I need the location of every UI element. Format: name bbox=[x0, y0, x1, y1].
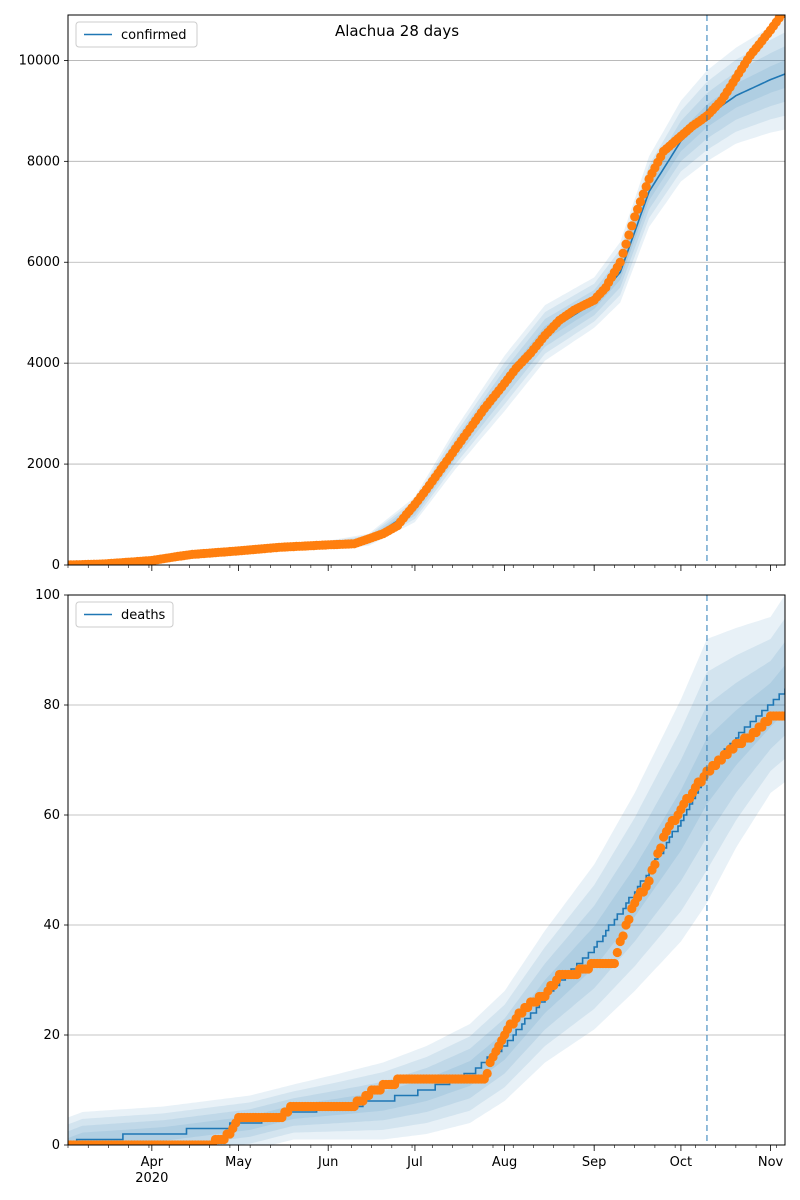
observed-point bbox=[612, 947, 622, 958]
chart-title: Alachua 28 days bbox=[335, 22, 459, 40]
x-tick-label: Jun bbox=[317, 1155, 338, 1170]
observed-point bbox=[633, 204, 643, 214]
uncertainty-band bbox=[68, 595, 785, 1145]
y-tick-label: 4000 bbox=[27, 356, 60, 371]
observed-point bbox=[624, 230, 634, 240]
observed-point bbox=[644, 876, 654, 886]
observed-point bbox=[621, 239, 631, 249]
observed-point bbox=[777, 15, 785, 19]
axes-frame bbox=[67, 14, 786, 566]
observed-point bbox=[618, 931, 628, 941]
observed-point bbox=[656, 843, 666, 853]
observed-point bbox=[627, 221, 637, 231]
observed-point bbox=[780, 711, 785, 721]
y-tick-label: 80 bbox=[43, 698, 60, 713]
legend-label: confirmed bbox=[121, 28, 187, 43]
y-tick-label: 6000 bbox=[27, 255, 60, 270]
x-tick-label: May bbox=[225, 1155, 252, 1170]
observed-point bbox=[615, 257, 625, 267]
legend-box bbox=[75, 601, 174, 628]
uncertainty-band bbox=[68, 665, 785, 1145]
x-tick-label: Nov bbox=[758, 1155, 784, 1170]
y-tick-label: 20 bbox=[43, 1028, 60, 1043]
legend-label: deaths bbox=[121, 608, 166, 623]
y-tick-label: 10000 bbox=[19, 53, 60, 68]
y-tick-label: 2000 bbox=[27, 457, 60, 472]
observed-point bbox=[641, 182, 651, 192]
uncertainty-band bbox=[68, 18, 785, 565]
x-tick-label: Apr bbox=[141, 1155, 164, 1170]
y-tick-label: 40 bbox=[43, 918, 60, 933]
x-tick-year-label: 2020 bbox=[135, 1171, 168, 1186]
observed-point bbox=[650, 859, 660, 870]
observed-point bbox=[624, 914, 634, 925]
x-tick-label: Oct bbox=[670, 1155, 692, 1170]
y-tick-label: 0 bbox=[52, 1138, 60, 1153]
observed-point bbox=[635, 197, 646, 207]
axes-frame bbox=[67, 594, 786, 1146]
observed-point bbox=[638, 189, 648, 199]
legend-box bbox=[75, 21, 198, 48]
y-tick-label: 8000 bbox=[27, 154, 60, 169]
observed-point bbox=[618, 248, 628, 258]
x-tick-label: Jul bbox=[406, 1155, 423, 1170]
x-tick-label: Sep bbox=[582, 1155, 607, 1170]
x-tick-label: Aug bbox=[492, 1155, 517, 1170]
y-tick-label: 60 bbox=[43, 808, 60, 823]
y-tick-label: 0 bbox=[52, 558, 60, 573]
observed-point bbox=[780, 5, 789, 14]
confirmed-panel: 0 2000 4000 6000 8000 10000 confirmed bbox=[19, 5, 789, 573]
uncertainty-band bbox=[68, 46, 785, 565]
uncertainty-band bbox=[68, 32, 785, 565]
observed-point bbox=[630, 212, 640, 222]
observed-point bbox=[482, 1068, 492, 1079]
observed-point bbox=[609, 958, 620, 969]
y-tick-label: 100 bbox=[35, 588, 60, 603]
